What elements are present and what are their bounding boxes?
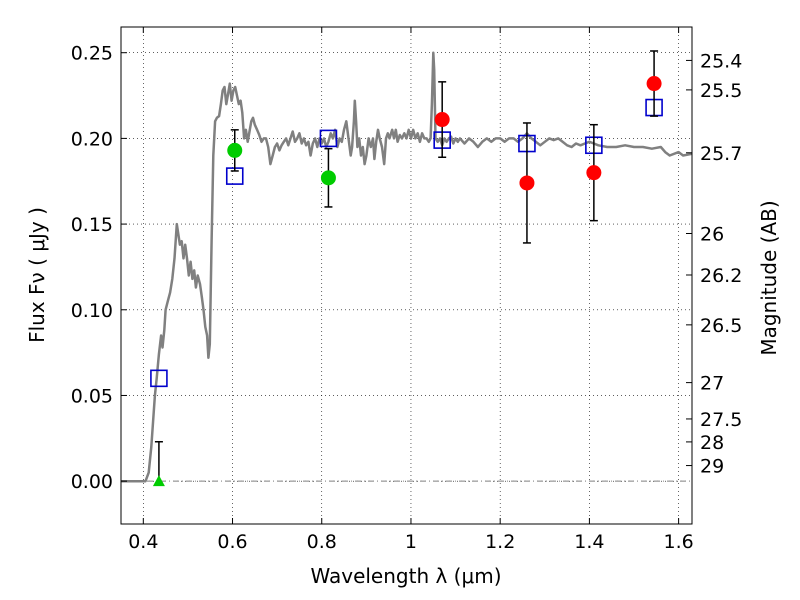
model-spectrum-line bbox=[121, 51, 693, 483]
series-0 bbox=[150, 98, 663, 388]
y-tick-label: 0.25 bbox=[71, 43, 113, 65]
y2-tick-label: 26 bbox=[700, 224, 724, 246]
x-tick-label: 0.4 bbox=[128, 531, 158, 553]
y-tick-label: 0.20 bbox=[71, 128, 113, 150]
y2-tick-label: 29 bbox=[700, 456, 724, 478]
circle-marker bbox=[586, 165, 602, 181]
x-tick-label: 1.2 bbox=[485, 531, 515, 553]
y-tick-label: 0.05 bbox=[71, 385, 113, 407]
x-tick-label: 0.6 bbox=[217, 531, 247, 553]
data-points bbox=[150, 50, 663, 487]
y2-tick-label: 25.5 bbox=[700, 80, 742, 102]
y2-tick-label: 26.2 bbox=[700, 265, 742, 287]
square-marker bbox=[319, 129, 338, 148]
series-2 bbox=[434, 50, 662, 244]
circle-marker bbox=[320, 170, 336, 186]
triangle-marker bbox=[152, 475, 165, 487]
y2-axis-label: Magnitude (AB) bbox=[757, 200, 781, 355]
y2-tick-label: 28 bbox=[700, 432, 724, 454]
y2-tick-label: 27 bbox=[700, 373, 724, 395]
x-tick-label: 1.6 bbox=[664, 531, 694, 553]
y2-tick-label: 25.7 bbox=[700, 143, 742, 165]
x-axis-ticks: 0.4 0.6 0.8 1 1.2 1.4 1.6 bbox=[128, 27, 694, 553]
circle-marker bbox=[227, 142, 243, 158]
y-tick-label: 0.10 bbox=[71, 300, 113, 322]
plot-frame bbox=[120, 26, 693, 525]
y2-tick-label: 27.5 bbox=[700, 409, 742, 431]
x-tick-label: 1.4 bbox=[574, 531, 604, 553]
y-axis-label: Flux Fν ( μJy ) bbox=[25, 207, 49, 343]
y-tick-label: 0.00 bbox=[71, 471, 113, 493]
circle-marker bbox=[434, 112, 450, 128]
y-axis-ticks: 0.00 0.05 0.10 0.15 0.20 0.25 bbox=[71, 43, 127, 493]
y-tick-label: 0.15 bbox=[71, 214, 113, 236]
x-tick-label: 0.8 bbox=[307, 531, 337, 553]
circle-marker bbox=[519, 175, 535, 191]
circle-marker bbox=[646, 76, 662, 92]
series-1 bbox=[227, 129, 336, 208]
y2-tick-label: 26.5 bbox=[700, 315, 742, 337]
grid bbox=[121, 27, 692, 524]
x-tick-label: 1 bbox=[405, 531, 417, 553]
square-marker bbox=[150, 369, 168, 388]
y2-tick-label: 25.4 bbox=[700, 50, 742, 72]
series-3 bbox=[152, 440, 165, 487]
x-axis-label: Wavelength λ (μm) bbox=[310, 564, 501, 588]
